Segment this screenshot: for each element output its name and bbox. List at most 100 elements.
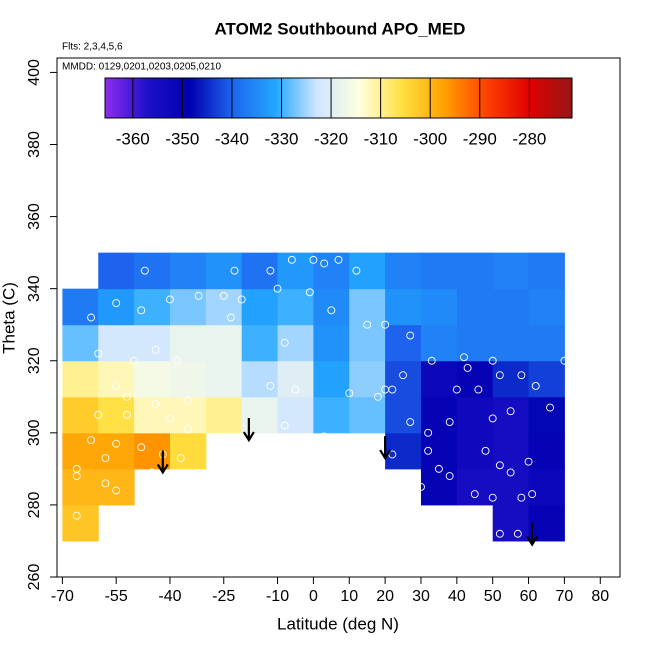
heat-cell xyxy=(528,288,565,326)
heat-cell xyxy=(349,360,386,398)
sample-point xyxy=(488,414,497,423)
sample-point xyxy=(226,313,235,322)
sample-point xyxy=(517,371,526,380)
heat-cell xyxy=(456,252,494,290)
sample-point xyxy=(72,472,81,481)
sample-point xyxy=(352,266,361,275)
heat-cell xyxy=(313,396,350,434)
y-tick-label: 300 xyxy=(26,419,43,446)
y-tick-label: 260 xyxy=(26,564,43,591)
x-tick-label: 40 xyxy=(448,588,466,605)
heat-cell xyxy=(420,360,458,398)
x-tick-label: 50 xyxy=(484,588,502,605)
x-tick-label: 70 xyxy=(556,588,574,605)
heat-cell xyxy=(62,468,99,506)
heat-cell xyxy=(492,252,530,290)
sample-point xyxy=(381,320,390,329)
colorbar xyxy=(104,77,573,119)
sample-point xyxy=(452,385,461,394)
x-tick-label: 10 xyxy=(340,588,358,605)
sample-point xyxy=(399,371,407,380)
sample-point xyxy=(230,266,239,275)
heat-cell xyxy=(62,504,99,542)
heat-cell xyxy=(62,288,99,326)
heat-cell xyxy=(385,252,422,290)
sample-point xyxy=(495,529,504,538)
sample-point xyxy=(388,450,397,459)
heat-cell xyxy=(420,432,458,470)
sample-point xyxy=(112,299,121,308)
heat-cell xyxy=(169,252,207,290)
sample-point xyxy=(151,400,160,408)
x-tick-label: 20 xyxy=(376,588,394,605)
heat-cell xyxy=(385,324,422,362)
sample-point xyxy=(488,493,497,502)
heat-cell xyxy=(313,324,350,362)
sample-point xyxy=(320,259,329,268)
sample-point xyxy=(112,439,121,448)
arrow xyxy=(379,436,392,461)
heat-cell xyxy=(277,324,314,362)
sample-point xyxy=(183,396,192,405)
sample-point xyxy=(424,446,433,455)
sample-point xyxy=(363,320,372,329)
arrow xyxy=(242,418,255,443)
sample-point xyxy=(291,385,300,394)
sample-point xyxy=(460,353,468,362)
sample-point xyxy=(266,382,275,390)
heat-cell xyxy=(456,468,494,506)
y-tick-label: 280 xyxy=(26,491,43,518)
sample-point xyxy=(506,468,515,477)
y-tick-label: 340 xyxy=(26,275,43,302)
heat-cell xyxy=(134,432,171,470)
sample-point xyxy=(287,255,296,264)
sample-point xyxy=(101,479,110,488)
colorbar-tick-label: -320 xyxy=(314,129,348,148)
heat-cell xyxy=(169,432,207,470)
heat-cell xyxy=(62,396,99,434)
sample-point xyxy=(528,490,537,499)
sample-point xyxy=(373,436,382,444)
sample-point xyxy=(183,425,192,434)
sample-point xyxy=(112,382,121,390)
sample-point xyxy=(280,338,289,347)
sample-point xyxy=(309,255,318,264)
x-tick-label: -40 xyxy=(158,588,181,605)
sample-point xyxy=(327,306,336,315)
y-tick-label: 320 xyxy=(26,347,43,374)
sample-point xyxy=(463,364,472,372)
heat-cell xyxy=(241,360,279,398)
heat-cell xyxy=(98,360,135,398)
heat-cell xyxy=(134,360,171,398)
y-tick-label: 400 xyxy=(26,59,43,86)
heat-cell xyxy=(241,324,279,362)
sample-point xyxy=(373,392,382,401)
heat-cell xyxy=(456,360,494,398)
x-tick-label: -10 xyxy=(266,588,289,605)
sample-point xyxy=(334,255,343,264)
colorbar-tick-label: -330 xyxy=(264,129,298,148)
heat-cell xyxy=(349,324,386,362)
heat-cell xyxy=(456,288,494,326)
heat-cell xyxy=(456,432,494,470)
heat-cell xyxy=(241,288,279,326)
heat-cell xyxy=(385,288,422,326)
heat-cell xyxy=(528,468,565,506)
heat-cell xyxy=(385,396,422,434)
heat-cell xyxy=(528,432,565,470)
heat-cell xyxy=(456,324,494,362)
heat-cell xyxy=(492,324,530,362)
sample-point xyxy=(108,241,117,250)
sample-point xyxy=(166,414,174,423)
sample-point xyxy=(112,486,121,495)
heat-cell xyxy=(349,288,386,326)
x-tick-label: -55 xyxy=(105,588,128,605)
heat-cell xyxy=(528,360,565,398)
heat-cell xyxy=(313,252,350,290)
sample-point xyxy=(320,432,329,441)
sample-point xyxy=(194,291,203,300)
heat-cell xyxy=(205,252,243,290)
heat-cell xyxy=(420,324,458,362)
sample-point xyxy=(94,410,103,419)
